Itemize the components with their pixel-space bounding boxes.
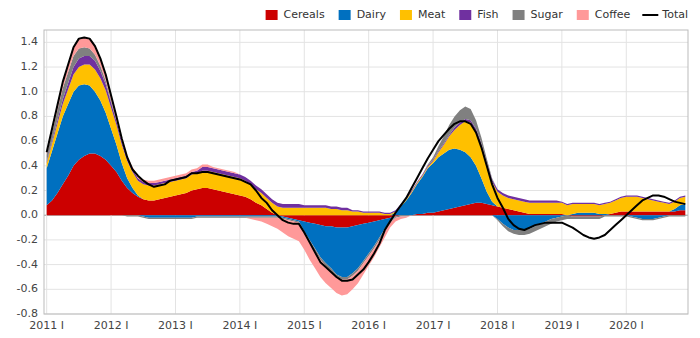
x-tick-label: 2019 I: [545, 319, 580, 332]
grid-line: [175, 30, 176, 314]
legend-item: Sugar: [513, 8, 564, 21]
grid-line: [626, 30, 627, 314]
legend-label: Dairy: [357, 8, 387, 21]
legend-item: Fish: [459, 8, 498, 21]
legend-label: Meat: [418, 8, 446, 21]
y-tick-label: 0.6: [21, 134, 39, 147]
grid-line: [44, 165, 688, 166]
y-tick-label: -0.6: [17, 282, 38, 295]
x-tick-label: 2015 I: [287, 319, 322, 332]
legend-item: Dairy: [339, 8, 387, 21]
areas: [47, 37, 686, 295]
legend-label: Coffee: [595, 8, 631, 21]
x-tick-label: 2016 I: [351, 319, 386, 332]
grid-line: [304, 30, 305, 314]
area: [47, 56, 686, 277]
area: [47, 47, 686, 279]
legend-item: Total: [642, 8, 688, 21]
x-tick-label: 2018 I: [480, 319, 515, 332]
area: [47, 37, 686, 295]
x-tick-label: 2020 I: [609, 319, 644, 332]
legend-item: Coffee: [577, 8, 631, 21]
legend: Cereals Dairy Meat Fish Sugar Coffee Total: [266, 8, 688, 21]
legend-item: Meat: [400, 8, 446, 21]
axes: -0.8-0.6-0.4-0.20.00.20.40.60.81.01.21.4…: [17, 30, 688, 332]
grid-line: [561, 30, 562, 314]
legend-swatch: [642, 14, 658, 16]
lines: [47, 37, 686, 280]
legend-swatch: [339, 10, 351, 20]
grid-line: [44, 91, 688, 92]
line: [47, 37, 686, 280]
grid-line: [368, 30, 369, 314]
legend-label: Total: [661, 8, 688, 21]
plot: [47, 37, 686, 295]
y-tick-label: -0.2: [17, 233, 38, 246]
y-tick-label: 1.0: [21, 85, 39, 98]
x-tick-label: 2011 I: [29, 319, 64, 332]
chart: -0.8-0.6-0.4-0.20.00.20.40.60.81.01.21.4…: [0, 0, 700, 338]
y-tick-label: 0.8: [21, 109, 39, 122]
plot-frame: [44, 30, 688, 314]
y-tick-label: 0.4: [21, 159, 39, 172]
grid-line: [497, 30, 498, 314]
grid-line: [239, 30, 240, 314]
legend-swatch: [459, 10, 471, 20]
grid-line: [44, 42, 688, 43]
legend-swatch: [513, 10, 525, 20]
grid-line: [44, 67, 688, 68]
y-tick-label: 0.0: [21, 208, 39, 221]
x-tick-label: 2017 I: [416, 319, 451, 332]
grid-line: [44, 116, 688, 117]
y-tick-label: 1.4: [21, 35, 39, 48]
legend-label: Fish: [477, 8, 498, 21]
legend-swatch: [266, 10, 278, 20]
y-tick-label: 0.2: [21, 184, 39, 197]
y-tick-label: -0.4: [17, 258, 38, 271]
area: [47, 65, 686, 277]
x-tick-label: 2012 I: [94, 319, 129, 332]
legend-item: Cereals: [266, 8, 325, 21]
grid: [44, 30, 688, 314]
y-tick-label: 1.2: [21, 60, 39, 73]
legend-label: Sugar: [531, 8, 564, 21]
grid-line: [44, 141, 688, 142]
grid-line: [44, 289, 688, 290]
legend-swatch: [400, 10, 412, 20]
legend-swatch: [577, 10, 589, 20]
x-tick-label: 2013 I: [158, 319, 193, 332]
x-tick-label: 2014 I: [223, 319, 258, 332]
legend-label: Cereals: [284, 8, 325, 21]
